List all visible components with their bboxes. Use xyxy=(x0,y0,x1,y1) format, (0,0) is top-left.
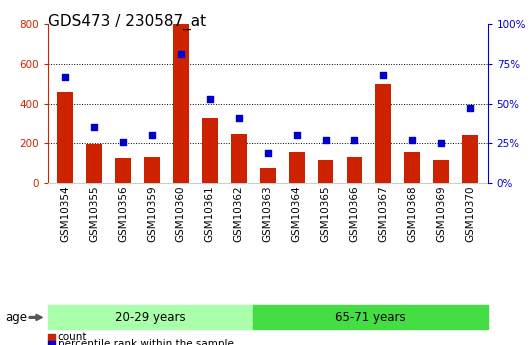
Bar xyxy=(115,158,131,183)
Bar xyxy=(260,168,276,183)
Bar xyxy=(144,157,160,183)
Text: age: age xyxy=(5,311,28,324)
Point xyxy=(234,115,243,120)
Text: GDS473 / 230587_at: GDS473 / 230587_at xyxy=(48,14,206,30)
Bar xyxy=(86,144,102,183)
Point xyxy=(206,96,214,101)
Bar xyxy=(462,135,478,183)
Point xyxy=(61,74,69,79)
Bar xyxy=(202,118,218,183)
Text: count: count xyxy=(58,333,87,342)
Point xyxy=(466,106,474,111)
Point xyxy=(90,125,98,130)
Point xyxy=(321,137,330,143)
Bar xyxy=(231,134,246,183)
Bar xyxy=(57,92,73,183)
Point xyxy=(119,139,127,144)
Point xyxy=(379,72,387,78)
Bar xyxy=(173,24,189,183)
Point xyxy=(350,137,359,143)
Bar xyxy=(404,152,420,183)
Text: 20-29 years: 20-29 years xyxy=(115,311,186,324)
Bar xyxy=(434,160,449,183)
Point xyxy=(437,140,446,146)
Text: percentile rank within the sample: percentile rank within the sample xyxy=(58,339,234,345)
Point xyxy=(293,132,301,138)
Bar xyxy=(317,160,333,183)
Bar xyxy=(375,84,391,183)
Text: 65-71 years: 65-71 years xyxy=(335,311,405,324)
Point xyxy=(176,51,185,57)
Point xyxy=(263,150,272,156)
Bar xyxy=(289,152,305,183)
Bar xyxy=(347,157,363,183)
Point xyxy=(148,132,156,138)
Point xyxy=(408,137,417,143)
